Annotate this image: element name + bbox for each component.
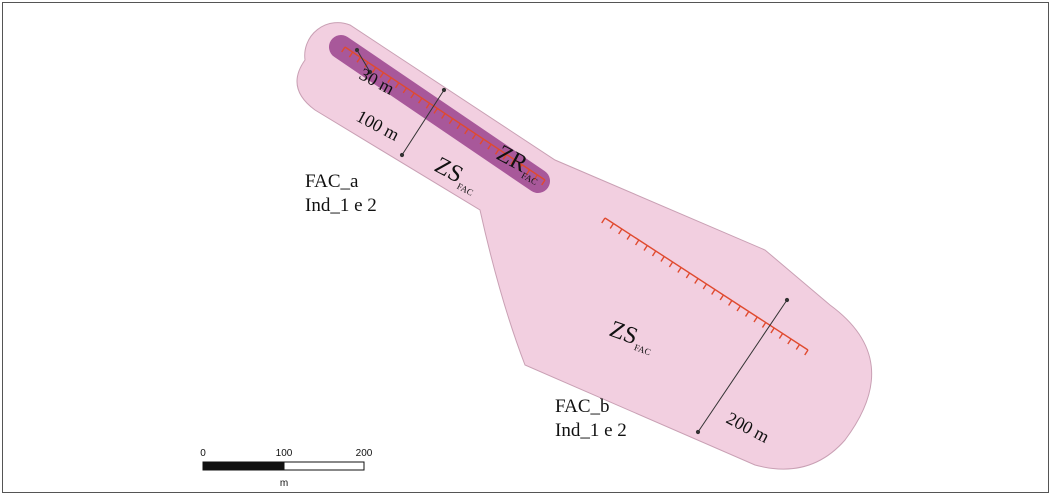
fac-a-ind: Ind_1 e 2	[305, 195, 377, 216]
fault-a-tick	[387, 77, 392, 84]
fault-a-tick	[441, 113, 446, 119]
fault-a-tick	[510, 159, 515, 165]
fac-b-ind: Ind_1 e 2	[555, 420, 627, 441]
fault-a-tick	[418, 97, 423, 104]
fault-b-tick	[685, 272, 691, 279]
fault-b-tick	[719, 294, 725, 301]
fault-b-tick	[744, 311, 750, 317]
fault-b-tick	[651, 250, 657, 257]
fault-b-tick	[753, 316, 758, 323]
fault-b-tick	[634, 239, 640, 246]
fault-a-tick	[487, 143, 492, 150]
fault-line-a	[341, 46, 546, 186]
fault-a-tick	[448, 118, 454, 124]
fault-b-tick	[770, 327, 775, 334]
fault-a-tick	[502, 154, 508, 160]
fault-b-tick	[601, 217, 606, 224]
scale-tick-0: 0	[200, 448, 206, 459]
fault-a-tick	[371, 67, 377, 73]
fault-b-tick	[618, 228, 623, 235]
fault-b-tick	[643, 245, 648, 251]
fault-b-tick	[694, 278, 699, 284]
fault-b-tick	[787, 338, 792, 345]
fault-a-tick	[518, 164, 523, 171]
fault-b-tick	[702, 283, 708, 290]
fault-b-tick	[626, 234, 631, 240]
fac-a-name: FAC_a	[305, 171, 359, 192]
fault-a-tick	[341, 46, 346, 53]
fault-a-tick	[356, 56, 361, 63]
fault-a-tick	[410, 92, 415, 99]
scale-unit: m	[280, 478, 288, 489]
fault-b-tick	[778, 333, 784, 339]
fault-b-tick	[761, 322, 767, 328]
fault-a-tick	[479, 138, 485, 145]
scale-tick-200: 200	[356, 448, 373, 459]
fault-a-tick	[348, 51, 354, 58]
fault-a-tick	[525, 169, 531, 176]
fault-a-tick	[425, 102, 431, 109]
fault-b-tick	[804, 349, 809, 356]
scale-tick-100: 100	[276, 448, 293, 459]
fault-line-b	[601, 217, 809, 356]
scale-bar-white	[283, 461, 365, 471]
fault-a-tick	[364, 61, 369, 68]
fault-b-tick	[795, 344, 801, 350]
fault-b-tick	[736, 305, 741, 312]
fault-b-tick	[668, 261, 674, 268]
fault-a-tick	[533, 174, 538, 181]
fault-b-tick	[660, 256, 665, 262]
safety-zone-area	[296, 22, 873, 470]
fault-a-tick	[471, 133, 477, 140]
fault-a-tick	[433, 107, 438, 114]
fault-a-tick	[394, 82, 400, 89]
scale-bar-black	[203, 462, 284, 470]
fac-b-name: FAC_b	[555, 396, 610, 417]
fault-a-tick	[402, 87, 408, 94]
fault-a-tick	[456, 123, 461, 130]
fault-b-tick	[728, 300, 733, 306]
fault-b-tick	[609, 223, 615, 229]
dimension-lines	[354, 47, 790, 435]
scale-bar: 0 100 200 m	[200, 448, 373, 489]
fault-a-tick	[464, 128, 469, 135]
fault-a-tick	[494, 148, 500, 155]
fault-b-tick	[677, 267, 682, 273]
fault-a-tick	[541, 179, 546, 186]
fault-a-tick	[379, 72, 385, 78]
fault-b-tick	[711, 289, 716, 295]
